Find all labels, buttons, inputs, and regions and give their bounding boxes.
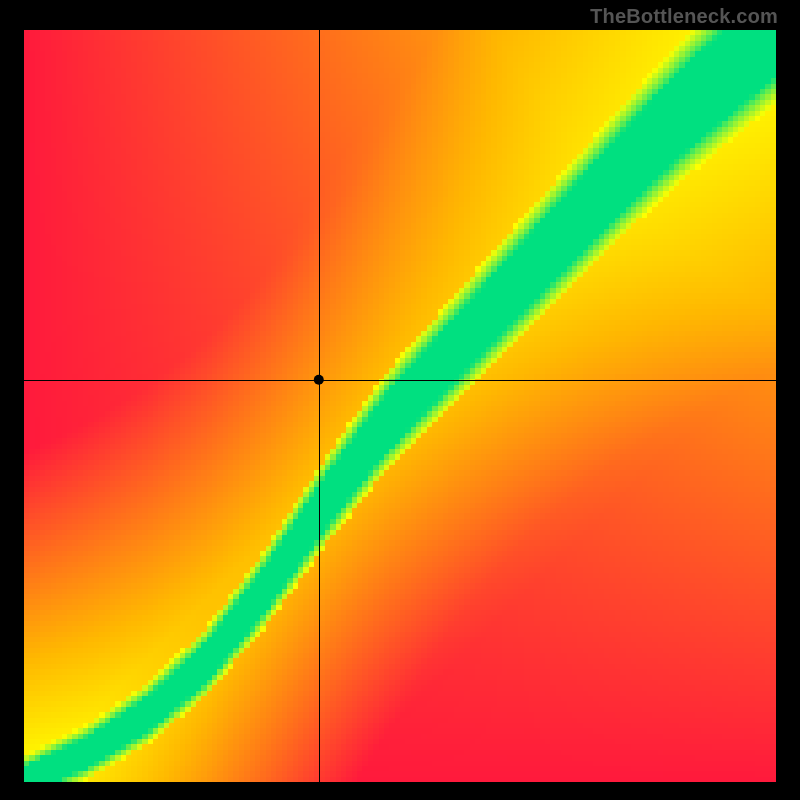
chart-container: TheBottleneck.com [0,0,800,800]
watermark-text: TheBottleneck.com [590,6,778,29]
bottleneck-heatmap [24,30,776,782]
